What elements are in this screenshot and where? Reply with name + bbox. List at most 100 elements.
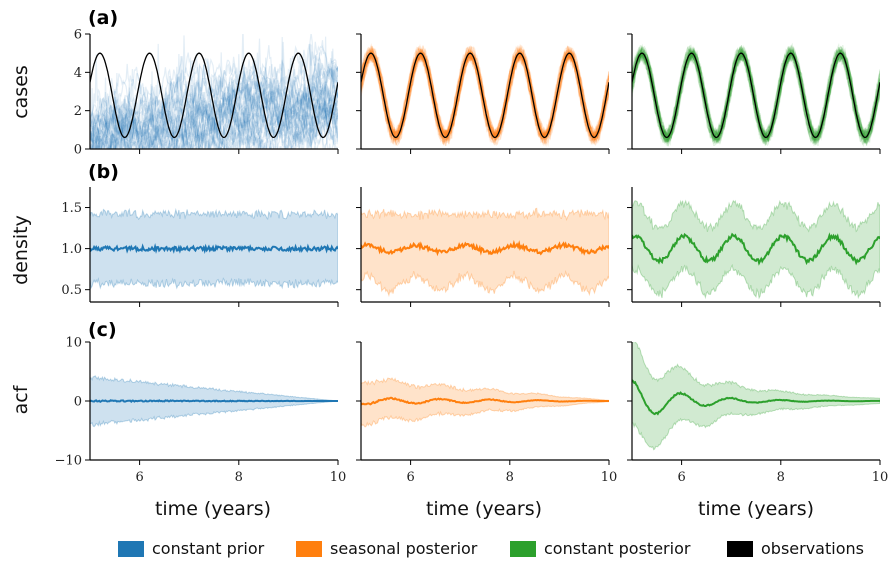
mean-line: [632, 232, 880, 266]
trajectory-13: [90, 84, 338, 149]
trajectory-33: [90, 59, 338, 149]
observations-line: [90, 52, 338, 139]
plot-area: [632, 342, 880, 451]
plot-area: [361, 43, 609, 148]
uncertainty-band: [361, 377, 609, 428]
panel-c-2: 6 8 10: [356, 341, 617, 485]
trajectory-18: [361, 52, 609, 140]
panels-group: 0 2 4 6 0.5 1.0 1.5 10 0 −10 6 8 10 6 8 10 6 8 10: [55, 28, 889, 486]
plot-area: [361, 377, 609, 428]
trajectory-8: [90, 66, 338, 149]
plot-area: [632, 199, 880, 300]
trajectory-6: [90, 85, 338, 149]
panel-c-3: 6 8 10: [627, 341, 889, 485]
trajectory-5: [90, 67, 338, 149]
plot-area: [90, 34, 338, 149]
y-tick-label: 0.5: [61, 283, 82, 298]
trajectory-37: [632, 49, 880, 140]
trajectory-30: [90, 54, 338, 149]
ylabel-density: density: [10, 215, 32, 285]
trajectory-30: [632, 49, 880, 139]
xlabel-col3: time (years): [698, 498, 814, 520]
trajectory-16: [90, 34, 338, 149]
trajectory-2: [90, 38, 338, 149]
trajectory-21: [90, 36, 338, 149]
trajectory-23: [90, 73, 338, 149]
x-tick-label: 6: [406, 470, 414, 485]
trajectory-7: [90, 66, 338, 149]
trajectory-24: [113, 36, 338, 149]
trajectory-11: [92, 56, 338, 149]
legend-swatch-seasonal-posterior: [296, 541, 322, 557]
trajectory-19: [632, 43, 880, 148]
trajectory-33: [632, 47, 880, 144]
trajectory-1: [94, 93, 338, 149]
labels-group: (a) (b) (c) cases density acf time (year…: [10, 7, 814, 520]
legend-label-seasonal-posterior: seasonal posterior: [330, 539, 478, 558]
trajectory-29: [632, 47, 880, 144]
trajectory-39: [90, 62, 338, 149]
uncertainty-band: [632, 342, 880, 451]
trajectory-17: [632, 47, 880, 143]
y-tick-label: 6: [74, 28, 82, 43]
ylabel-cases: cases: [10, 65, 32, 119]
y-tick-label: 0: [74, 395, 82, 410]
trajectory-19: [90, 52, 338, 149]
plot-area: [90, 375, 338, 428]
y-tick-label: 2: [74, 104, 82, 119]
trajectory-26: [90, 59, 338, 149]
trajectory-27: [90, 51, 338, 149]
mean-line: [632, 379, 880, 416]
legend-label-constant-posterior: constant posterior: [544, 539, 691, 558]
x-tick-label: 10: [872, 470, 889, 485]
panel-a-3: [627, 33, 881, 154]
y-tick-label: −10: [55, 454, 82, 469]
trajectory-36: [361, 45, 609, 146]
panel-letter-c: (c): [88, 319, 117, 341]
trajectory-38: [90, 57, 338, 149]
trajectory-9: [361, 51, 609, 142]
trajectory-14: [90, 34, 338, 140]
trajectory-20: [361, 45, 609, 148]
mean-line: [90, 242, 338, 255]
panel-a-2: [356, 33, 610, 154]
trajectory-20: [90, 52, 338, 142]
x-tick-label: 8: [235, 470, 243, 485]
x-tick-label: 8: [506, 470, 514, 485]
mean-line: [361, 396, 609, 406]
trajectory-1: [632, 42, 880, 147]
panel-b-1: 0.5 1.0 1.5: [61, 187, 339, 307]
trajectory-9: [90, 69, 338, 149]
x-tick-label: 10: [330, 470, 347, 485]
y-tick-label: 4: [74, 66, 82, 81]
trajectory-31: [90, 75, 338, 149]
trajectory-36: [90, 76, 338, 149]
trajectory-12: [361, 51, 609, 139]
trajectory-28: [90, 87, 338, 149]
trajectory-32: [361, 48, 609, 142]
plot-area: [90, 207, 338, 290]
observations-line: [361, 52, 609, 139]
trajectory-5: [361, 45, 609, 143]
trajectory-21: [361, 51, 609, 139]
trajectory-25: [90, 44, 338, 149]
panel-b-3: [627, 187, 881, 307]
plot-area: [361, 207, 609, 298]
legend-swatch-observations: [727, 541, 753, 557]
legend-label-constant-prior: constant prior: [152, 539, 265, 558]
y-tick-label: 1.5: [61, 201, 82, 216]
xlabel-col1: time (years): [155, 498, 271, 520]
trajectory-18: [90, 45, 338, 149]
trajectory-24: [632, 47, 880, 144]
xlabel-col2: time (years): [426, 498, 542, 520]
legend-swatch-constant-prior: [118, 541, 144, 557]
x-tick-label: 6: [677, 470, 685, 485]
trajectory-10: [90, 82, 338, 149]
trajectory-25: [361, 49, 609, 143]
legend-swatch-constant-posterior: [510, 541, 536, 557]
plot-area: [632, 42, 880, 148]
panel-b-2: [356, 187, 610, 307]
mean-line: [361, 239, 609, 257]
ylabel-acf: acf: [10, 384, 32, 414]
